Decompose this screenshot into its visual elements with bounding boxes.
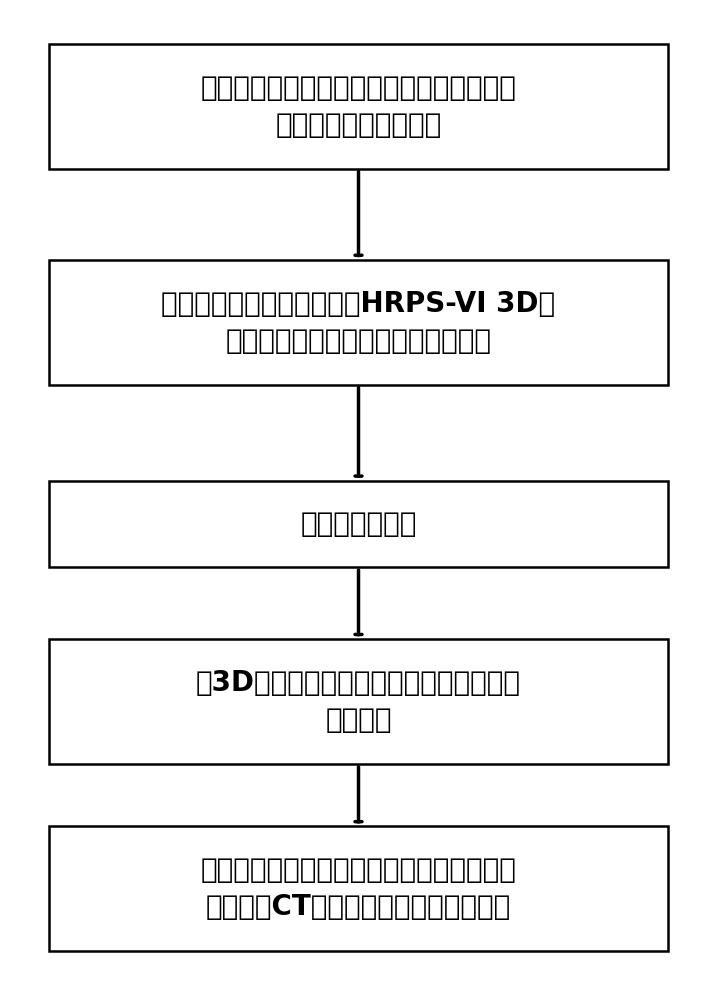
Text: 通过地质雷达以及现场原位试验获得柱状节
理岩体的倾向以及倾角: 通过地质雷达以及现场原位试验获得柱状节 理岩体的倾向以及倾角 — [201, 74, 516, 139]
Text: 向3D打印的柱状节理模具内添加融化透明
树脂溶液: 向3D打印的柱状节理模具内添加融化透明 树脂溶液 — [196, 669, 521, 734]
FancyBboxPatch shape — [49, 260, 668, 385]
Text: 将现场勘测数据整理后输入HRPS-VI 3D打
印机进行三维重构打印柱状节理格栅: 将现场勘测数据整理后输入HRPS-VI 3D打 印机进行三维重构打印柱状节理格栅 — [161, 290, 556, 355]
Text: 添加原生节理面: 添加原生节理面 — [300, 510, 417, 538]
FancyBboxPatch shape — [49, 44, 668, 169]
FancyBboxPatch shape — [49, 639, 668, 764]
Text: 柱状节理试样成型，拆除模具，通过高清摄
像仪极易CT扫描仪结合的方式进行试验: 柱状节理试样成型，拆除模具，通过高清摄 像仪极易CT扫描仪结合的方式进行试验 — [201, 856, 516, 921]
FancyBboxPatch shape — [49, 826, 668, 951]
FancyBboxPatch shape — [49, 481, 668, 567]
